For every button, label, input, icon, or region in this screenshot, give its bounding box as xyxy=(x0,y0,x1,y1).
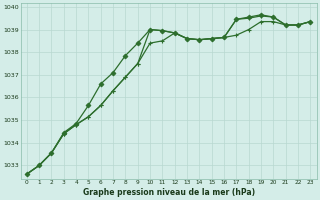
X-axis label: Graphe pression niveau de la mer (hPa): Graphe pression niveau de la mer (hPa) xyxy=(83,188,255,197)
